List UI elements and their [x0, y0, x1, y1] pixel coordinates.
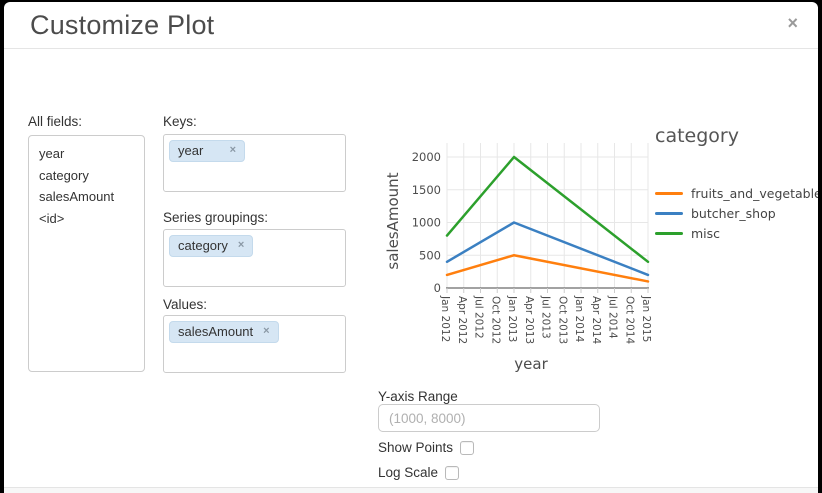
- series-groupings-dropzone[interactable]: category ×: [163, 229, 346, 287]
- x-tick-label: Jan 2015: [640, 295, 652, 342]
- x-tick-label: Jul 2012: [473, 295, 485, 339]
- y-tick-label: 1500: [412, 183, 441, 197]
- y-tick-label: 2000: [412, 150, 441, 164]
- remove-tag-icon[interactable]: ×: [237, 239, 245, 251]
- all-fields-label: All fields:: [28, 114, 83, 129]
- customize-plot-dialog: Customize Plot × All fields: year catego…: [4, 2, 818, 493]
- series-tag-category[interactable]: category ×: [169, 235, 254, 257]
- legend-entry[interactable]: fruits_and_vegetables: [655, 183, 818, 203]
- close-icon[interactable]: ×: [787, 13, 798, 33]
- y-tick-label: 0: [434, 281, 441, 295]
- y-tick-label: 1000: [412, 216, 441, 230]
- show-points-label: Show Points: [378, 440, 454, 455]
- x-tick-label: Oct 2012: [489, 296, 501, 344]
- legend-label: misc: [691, 225, 721, 241]
- y-tick-label: 500: [419, 248, 441, 262]
- y-axis-range-input[interactable]: [378, 404, 600, 432]
- x-tick-label: Apr 2012: [456, 296, 468, 344]
- series-color-swatch: [655, 211, 683, 215]
- all-fields-list[interactable]: year category salesAmount <id>: [28, 135, 145, 372]
- keys-label: Keys:: [163, 114, 197, 129]
- series-tag-label: category: [178, 238, 228, 253]
- series-line-fruits_and_vegetables: [445, 254, 650, 283]
- series-line-misc: [445, 155, 650, 264]
- x-tick-label: Jul 2013: [540, 295, 552, 339]
- log-scale-label: Log Scale: [378, 465, 439, 480]
- legend-entry[interactable]: misc: [655, 223, 818, 243]
- field-item-category[interactable]: category: [39, 167, 89, 183]
- dialog-title: Customize Plot: [30, 10, 215, 40]
- x-tick-label: Apr 2014: [590, 296, 602, 345]
- x-tick-label: Oct 2013: [556, 296, 568, 344]
- x-tick-label: Jan 2014: [573, 295, 585, 343]
- x-tick-label: Oct 2014: [623, 296, 635, 345]
- x-tick-label: Jul 2014: [607, 295, 619, 339]
- series-groupings-label: Series groupings:: [163, 210, 269, 225]
- show-points-row: Show Points: [378, 440, 475, 455]
- dialog-header: Customize Plot ×: [4, 2, 818, 49]
- legend-label: fruits_and_vegetables: [691, 185, 818, 201]
- chart-x-axis-title: year: [514, 355, 548, 373]
- legend-entry[interactable]: butcher_shop: [655, 203, 818, 223]
- series-color-swatch: [655, 191, 683, 195]
- field-item-salesamount[interactable]: salesAmount: [39, 189, 115, 204]
- field-item-id[interactable]: <id>: [39, 210, 65, 226]
- value-tag-label: salesAmount: [178, 324, 254, 339]
- key-tag-label: year: [178, 143, 204, 158]
- legend-label: butcher_shop: [691, 205, 776, 221]
- show-points-checkbox[interactable]: [460, 440, 475, 455]
- x-tick-label: Jan 2012: [439, 295, 451, 342]
- series-line-butcher_shop: [445, 221, 650, 277]
- keys-dropzone[interactable]: year ×: [163, 134, 346, 192]
- remove-tag-icon[interactable]: ×: [263, 325, 270, 337]
- y-axis-range-label: Y-axis Range: [378, 389, 458, 404]
- values-label: Values:: [163, 297, 208, 312]
- x-tick-label: Jan 2013: [506, 295, 518, 342]
- dialog-footer: [4, 487, 818, 493]
- log-scale-row: Log Scale: [378, 465, 460, 480]
- legend-title: category: [655, 125, 739, 147]
- series-color-swatch: [655, 231, 683, 235]
- log-scale-checkbox[interactable]: [445, 465, 460, 480]
- values-dropzone[interactable]: salesAmount ×: [163, 315, 346, 373]
- remove-tag-icon[interactable]: ×: [229, 144, 236, 156]
- x-tick-label: Apr 2013: [523, 296, 535, 344]
- field-item-year[interactable]: year: [39, 146, 65, 161]
- value-tag-salesamount[interactable]: salesAmount ×: [169, 321, 279, 343]
- key-tag-year[interactable]: year ×: [169, 140, 245, 162]
- line-chart: Jan 2012 Apr 2012 Jul 2012 Oct 2012 Jan 2013…: [412, 143, 652, 345]
- chart-legend: category fruits_and_vegetables butcher_s…: [655, 125, 818, 243]
- legend-items: fruits_and_vegetables butcher_shop misc: [655, 183, 818, 243]
